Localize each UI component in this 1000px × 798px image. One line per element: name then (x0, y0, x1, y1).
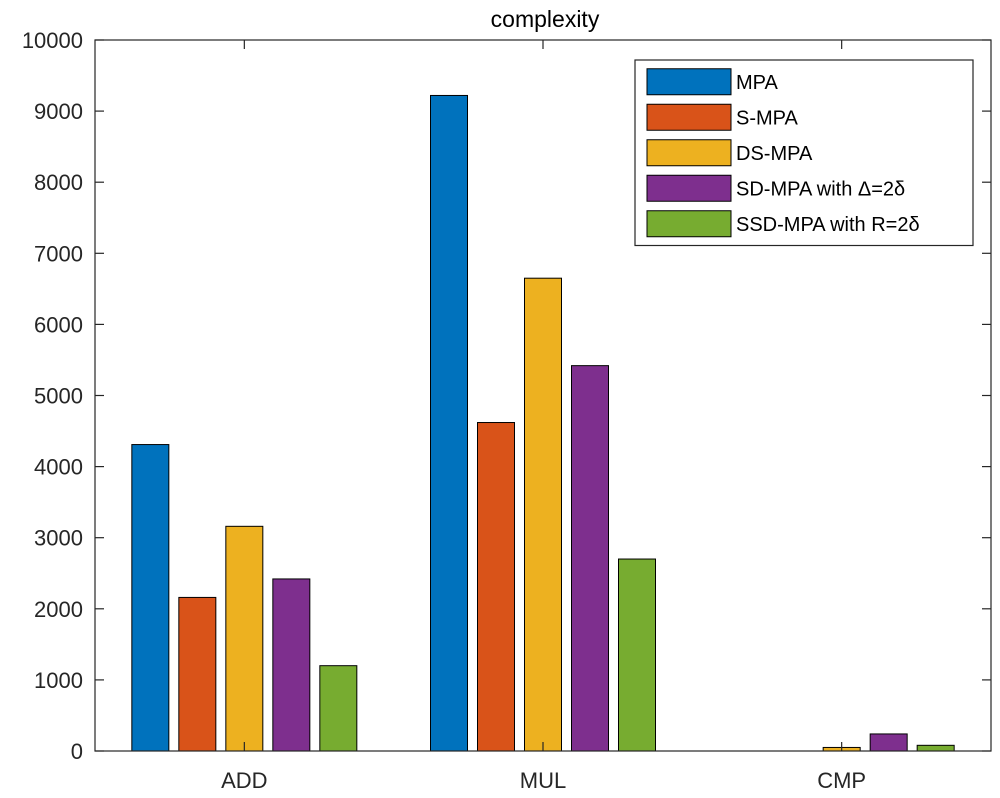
bar-cmp-series-4 (869, 733, 908, 752)
legend-swatch-2 (646, 103, 732, 131)
bar-add-series-1 (131, 444, 170, 752)
legend-swatch-1 (646, 68, 732, 96)
y-tick-label: 7000 (34, 241, 83, 266)
legend-label-4: SD-MPA with Δ=2δ (736, 178, 905, 200)
y-tick-label: 4000 (34, 455, 83, 480)
legend-label-3: DS-MPA (736, 143, 813, 165)
bar-add-series-3 (225, 525, 264, 752)
y-tick-label: 6000 (34, 312, 83, 337)
y-tick-label: 2000 (34, 597, 83, 622)
bars-group (131, 94, 955, 752)
x-axis: ADD MUL CMP (221, 40, 866, 793)
bar-mul-series-1 (430, 94, 468, 752)
legend-swatch-3 (646, 139, 732, 167)
legend-label-2: S-MPA (736, 107, 799, 129)
x-tick-label-add: ADD (221, 768, 267, 793)
y-tick-label: 9000 (34, 99, 83, 124)
x-tick-label-cmp: CMP (817, 768, 866, 793)
legend-label-5: SSD-MPA with R=2δ (736, 214, 920, 236)
bar-add-series-5 (319, 665, 358, 752)
y-tick-label: 3000 (34, 526, 83, 551)
bar-add-series-2 (178, 596, 217, 752)
y-tick-label: 0 (71, 739, 83, 764)
bar-cmp-series-5 (916, 744, 955, 752)
legend-swatch-5 (646, 210, 732, 238)
x-tick-label-mul: MUL (520, 768, 566, 793)
legend-label-1: MPA (736, 72, 779, 94)
bar-mul-series-4 (571, 365, 609, 752)
bar-mul-series-3 (524, 277, 562, 752)
legend: MPA S-MPA DS-MPA SD-MPA with Δ=2δ SSD-MPA wi… (634, 59, 974, 247)
y-tick-label: 5000 (34, 384, 83, 409)
bar-add-series-4 (272, 578, 311, 752)
y-tick-label: 8000 (34, 170, 83, 195)
bar-mul-series-5 (618, 558, 656, 752)
y-tick-label: 10000 (22, 28, 83, 53)
bar-mul-series-2 (477, 422, 515, 752)
y-axis: 0 1000 2000 3000 4000 5000 6000 7000 8000 9000 100… (22, 28, 991, 764)
y-tick-label: 1000 (34, 668, 83, 693)
legend-swatch-4 (646, 174, 732, 202)
chart-title: complexity (491, 6, 600, 32)
